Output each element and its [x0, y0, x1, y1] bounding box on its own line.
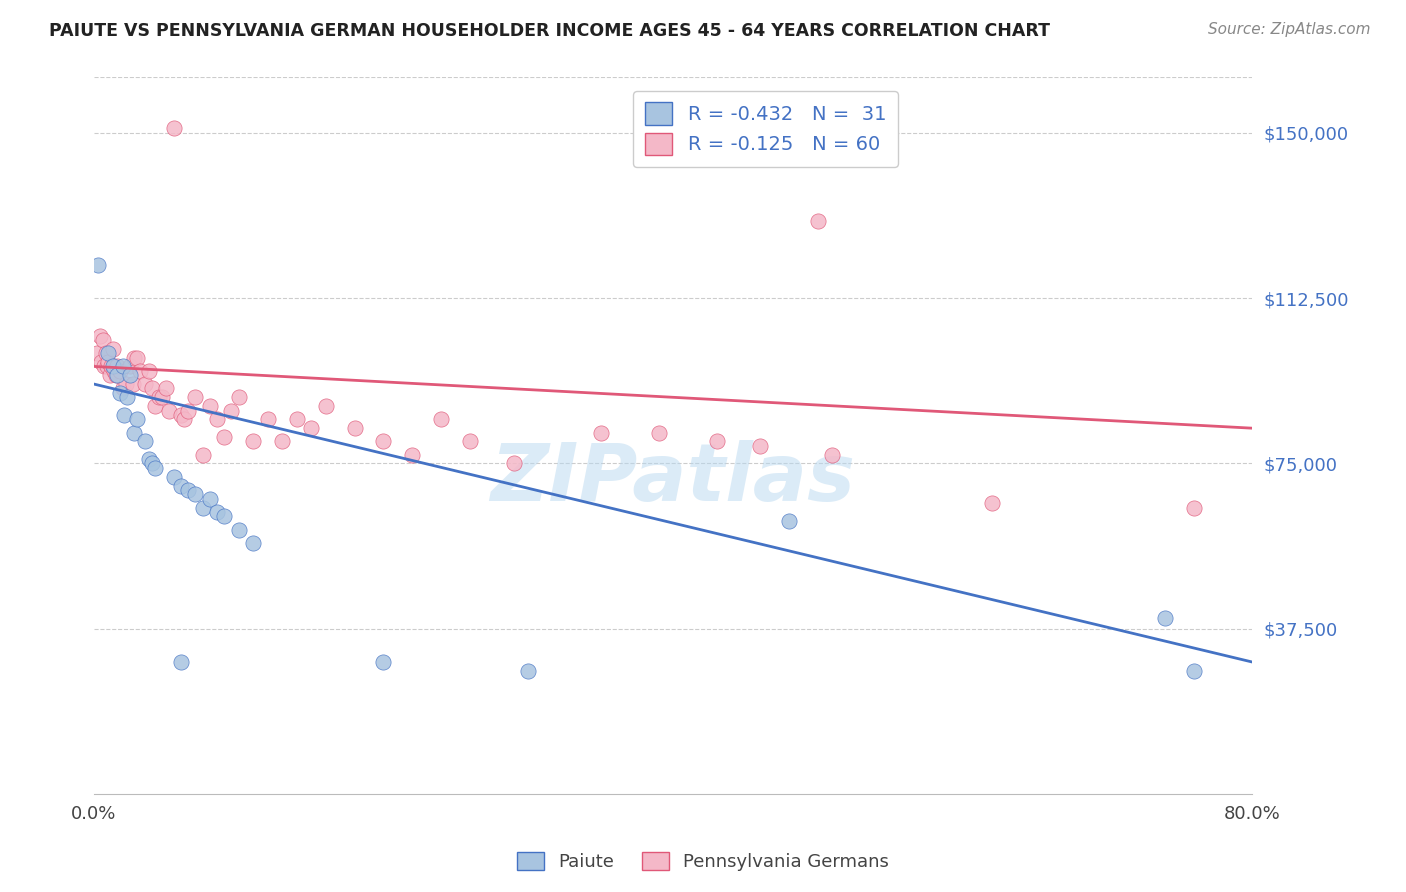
- Point: [315, 399, 337, 413]
- Point: [111, 382, 134, 396]
- Point: [184, 390, 207, 404]
- Point: [821, 448, 844, 462]
- Point: [517, 664, 540, 678]
- Point: [460, 434, 482, 449]
- Point: [101, 342, 124, 356]
- Point: [647, 425, 669, 440]
- Point: [170, 655, 193, 669]
- Point: [115, 390, 138, 404]
- Point: [124, 425, 146, 440]
- Point: [141, 382, 163, 396]
- Point: [127, 351, 149, 365]
- Point: [127, 412, 149, 426]
- Point: [706, 434, 728, 449]
- Point: [212, 509, 235, 524]
- Point: [1182, 500, 1205, 515]
- Point: [170, 478, 193, 492]
- Point: [112, 408, 135, 422]
- Point: [120, 368, 142, 383]
- Point: [97, 355, 120, 369]
- Point: [162, 121, 184, 136]
- Point: [212, 430, 235, 444]
- Point: [98, 368, 121, 383]
- Point: [105, 359, 128, 374]
- Point: [97, 346, 120, 360]
- Point: [104, 368, 127, 383]
- Point: [122, 377, 145, 392]
- Point: [221, 403, 243, 417]
- Point: [980, 496, 1002, 510]
- Point: [134, 377, 156, 392]
- Point: [138, 452, 160, 467]
- Point: [138, 364, 160, 378]
- Point: [120, 359, 142, 374]
- Point: [105, 368, 128, 383]
- Point: [141, 457, 163, 471]
- Point: [401, 448, 423, 462]
- Point: [177, 483, 200, 497]
- Point: [778, 514, 800, 528]
- Point: [103, 364, 125, 378]
- Point: [299, 421, 322, 435]
- Point: [173, 412, 195, 426]
- Point: [502, 457, 524, 471]
- Point: [157, 403, 180, 417]
- Point: [205, 505, 228, 519]
- Point: [198, 491, 221, 506]
- Point: [143, 399, 166, 413]
- Point: [89, 328, 111, 343]
- Point: [129, 364, 152, 378]
- Point: [430, 412, 453, 426]
- Point: [96, 359, 118, 374]
- Point: [228, 390, 250, 404]
- Point: [191, 448, 214, 462]
- Point: [87, 258, 110, 272]
- Point: [271, 434, 294, 449]
- Legend: Paiute, Pennsylvania Germans: Paiute, Pennsylvania Germans: [510, 845, 896, 879]
- Point: [205, 412, 228, 426]
- Point: [148, 390, 170, 404]
- Point: [150, 390, 173, 404]
- Point: [191, 500, 214, 515]
- Point: [343, 421, 366, 435]
- Text: ZIPatlas: ZIPatlas: [491, 440, 856, 518]
- Text: PAIUTE VS PENNSYLVANIA GERMAN HOUSEHOLDER INCOME AGES 45 - 64 YEARS CORRELATION : PAIUTE VS PENNSYLVANIA GERMAN HOUSEHOLDE…: [49, 22, 1050, 40]
- Point: [100, 359, 122, 374]
- Point: [373, 434, 395, 449]
- Point: [184, 487, 207, 501]
- Point: [198, 399, 221, 413]
- Point: [101, 359, 124, 374]
- Point: [748, 439, 770, 453]
- Point: [589, 425, 612, 440]
- Point: [228, 523, 250, 537]
- Point: [90, 355, 112, 369]
- Point: [91, 333, 114, 347]
- Point: [111, 359, 134, 374]
- Text: Source: ZipAtlas.com: Source: ZipAtlas.com: [1208, 22, 1371, 37]
- Point: [807, 214, 830, 228]
- Point: [108, 385, 131, 400]
- Point: [134, 434, 156, 449]
- Point: [285, 412, 308, 426]
- Point: [155, 382, 177, 396]
- Point: [93, 359, 115, 374]
- Point: [94, 346, 117, 360]
- Point: [170, 408, 193, 422]
- Point: [86, 346, 108, 360]
- Point: [1154, 611, 1177, 625]
- Point: [256, 412, 278, 426]
- Legend: R = -0.432   N =  31, R = -0.125   N = 60: R = -0.432 N = 31, R = -0.125 N = 60: [634, 91, 898, 167]
- Point: [143, 461, 166, 475]
- Point: [1182, 664, 1205, 678]
- Point: [162, 469, 184, 483]
- Point: [114, 377, 136, 392]
- Point: [108, 364, 131, 378]
- Point: [124, 351, 146, 365]
- Point: [177, 403, 200, 417]
- Point: [242, 434, 264, 449]
- Point: [242, 536, 264, 550]
- Point: [373, 655, 395, 669]
